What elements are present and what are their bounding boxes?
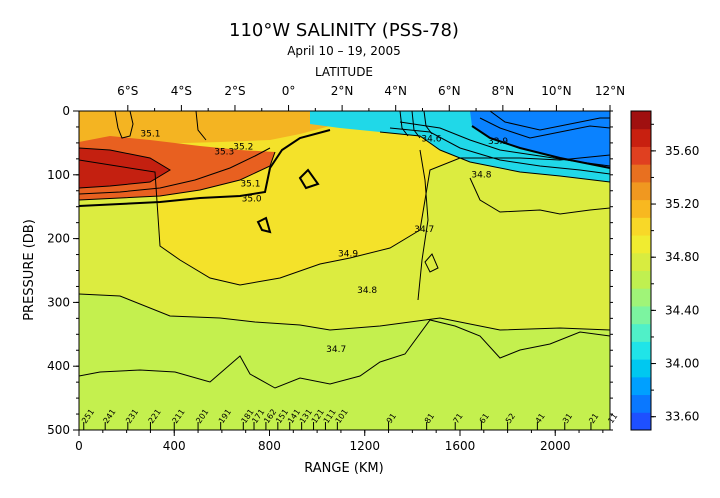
x-tick-label: 2000: [540, 439, 571, 453]
contour-label: 35.3: [214, 147, 234, 157]
contour-cluster-4n: [399, 111, 433, 139]
colorbar-tick-label: 33.60: [665, 410, 699, 424]
colorbar-swatch: [631, 305, 651, 325]
colorbar-swatch: [631, 146, 651, 165]
colorbar-swatch: [631, 394, 651, 413]
latitude-tick-label: 6°S: [117, 84, 138, 98]
colorbar-tick-label: 35.20: [665, 197, 699, 211]
contour-label: 34.7: [326, 345, 346, 355]
colorbar-frame: [630, 110, 652, 431]
x-tick-label: 800: [258, 439, 281, 453]
contour-label: 35.1: [140, 130, 160, 140]
colorbar-swatch: [631, 359, 651, 378]
contour-35-1: [79, 151, 276, 201]
colorbar-swatch: [631, 164, 651, 183]
colorbar-swatch: [631, 111, 651, 130]
chart-title: 110°W SALINITY (PSS-78): [229, 20, 459, 41]
colorbar-swatch: [631, 217, 651, 236]
contour-34-9: [79, 154, 610, 286]
x-tick-label: 0: [75, 439, 83, 453]
contour-34-9-east: [469, 177, 610, 215]
latitude-tick-label: 6°N: [438, 84, 461, 98]
y-axis-label: PRESSURE (DB): [22, 219, 37, 321]
contour-label: 34.6: [421, 135, 441, 145]
x-axis-bottom: 0 400 800 1200 1600 2000: [75, 430, 604, 453]
contour-label: 34.8: [471, 170, 491, 180]
latitude-tick-label: 4°N: [384, 84, 407, 98]
contour-35-0: [79, 129, 331, 207]
contour-34-7-vertical: [417, 149, 429, 301]
contour-label: 34.7: [414, 225, 434, 235]
contour-front-34-6: [379, 131, 610, 183]
contour-label: 33.9: [488, 137, 508, 147]
contour-front-33-8: [489, 111, 610, 131]
contour-label: 34.8: [357, 286, 377, 296]
colorbar-swatch: [631, 288, 651, 307]
contour-label: 35.0: [242, 195, 262, 205]
x-tick-label: 1200: [349, 439, 380, 453]
contour-eddy-2: [256, 216, 272, 234]
contour-35-0-surface: [195, 111, 207, 141]
y-tick-label: 100: [47, 168, 70, 182]
colorbar-swatch: [631, 341, 651, 360]
contour-34-7: [79, 319, 610, 389]
contour-label: 35.2: [233, 142, 253, 152]
contour-front-33-9: [479, 117, 610, 139]
colorbar-swatch: [631, 412, 651, 431]
contour-front-34-0: [471, 125, 610, 169]
colorbar-swatch: [631, 376, 651, 396]
plot-area: [79, 111, 610, 430]
y-tick-label: 300: [47, 295, 70, 309]
contour-eddy-3: [424, 253, 439, 273]
contour-35-3: [79, 147, 171, 189]
y-axis-left: 0 100 200 300 400 500: [47, 104, 613, 437]
latitude-tick-label: 2°N: [331, 84, 354, 98]
x-axis-label: RANGE (KM): [304, 461, 383, 476]
colorbar-tick-label: 34.40: [665, 303, 699, 317]
contour-eddy-1: [298, 168, 320, 190]
chart-subtitle: April 10 – 19, 2005: [287, 44, 401, 58]
colorbar-swatch: [631, 235, 651, 254]
contour-labels: 35.1 35.335.2 35.1 35.0 34.9 34.8 34.7 34.7 34.6…: [140, 130, 508, 356]
y-tick-label: 400: [47, 359, 70, 373]
latitude-tick-label: 2°S: [224, 84, 245, 98]
contour-35-1-surface: [114, 111, 134, 139]
contour-label: 34.9: [338, 249, 358, 259]
y-tick-label: 500: [47, 423, 70, 437]
colorbar-swatch: [631, 270, 651, 289]
colorbar: 35.60 35.20 34.80 34.40 34.00 33.60: [630, 110, 699, 431]
colorbar-swatch: [631, 199, 651, 218]
colorbar-swatch: [631, 181, 651, 201]
colorbar-tick-label: 34.00: [665, 357, 699, 371]
colorbar-swatch: [631, 128, 651, 147]
colorbar-swatch: [631, 252, 651, 271]
salinity-surface-warm: [79, 111, 330, 146]
y-tick-label: 0: [62, 104, 70, 118]
top-axis-label: LATITUDE: [315, 65, 373, 79]
y-tick-label: 200: [47, 232, 70, 246]
salinity-core-max: [79, 148, 170, 188]
latitude-tick-label: 0°: [282, 84, 296, 98]
x-tick-label: 400: [163, 439, 186, 453]
salinity-freshest-surface: [470, 111, 610, 168]
colorbar-tick-label: 35.60: [665, 144, 699, 158]
latitude-tick-label: 12°N: [595, 84, 625, 98]
x-axis-top-latitude: 6°S 4°S 2°S 0° 2°N 4°N 6°N 8°N 10°N 12°N: [117, 84, 625, 111]
colorbar-tick-label: 34.80: [665, 250, 699, 264]
x-tick-label: 1600: [445, 439, 476, 453]
contour-34-8: [79, 293, 610, 331]
contour-label: 35.1: [240, 179, 260, 189]
latitude-tick-label: 4°S: [171, 84, 192, 98]
latitude-tick-label: 10°N: [541, 84, 571, 98]
latitude-tick-label: 8°N: [492, 84, 515, 98]
contour-35-2: [79, 147, 271, 195]
colorbar-swatch: [631, 323, 651, 342]
